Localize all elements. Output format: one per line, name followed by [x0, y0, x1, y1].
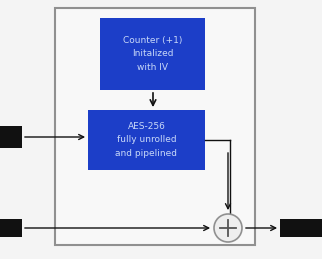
Bar	[280, 219, 322, 237]
Bar	[0, 219, 22, 237]
Circle shape	[214, 214, 242, 242]
Bar	[100, 18, 205, 90]
Bar	[0, 126, 22, 148]
Bar	[55, 8, 255, 245]
Text: AES-256
fully unrolled
and pipelined: AES-256 fully unrolled and pipelined	[116, 122, 177, 158]
Bar	[88, 110, 205, 170]
Text: Counter (+1)
Initalized
with IV: Counter (+1) Initalized with IV	[123, 36, 182, 72]
